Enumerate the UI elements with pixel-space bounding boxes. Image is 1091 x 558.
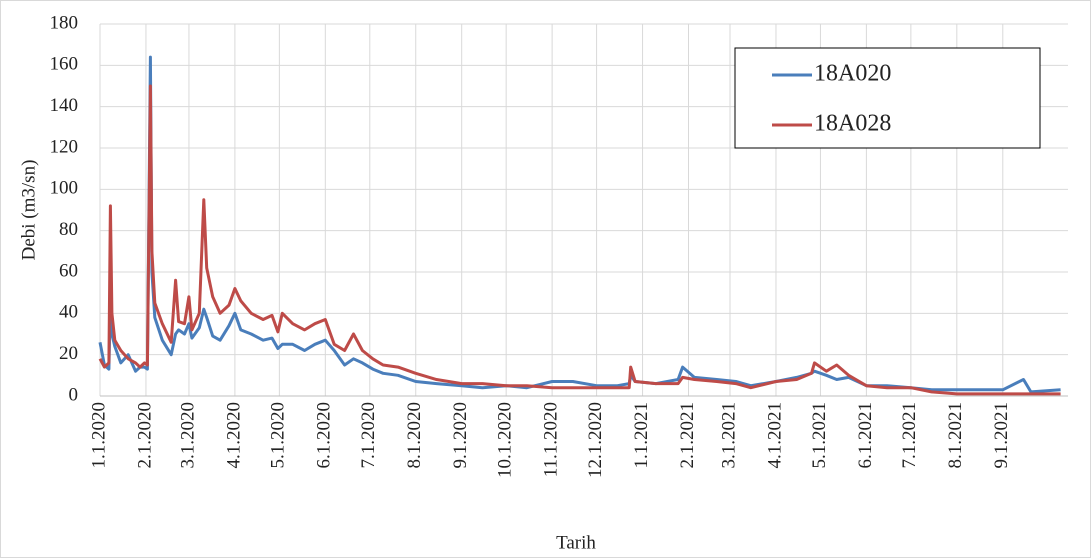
legend-label: 18A028 [814, 111, 891, 137]
x-tick-label: 10.1.2020 [495, 402, 516, 478]
y-tick-label: 140 [50, 95, 79, 116]
x-axis-label: Tarih [556, 532, 596, 553]
legend-box [734, 47, 1041, 149]
x-tick-label: 6.1.2020 [314, 402, 335, 469]
y-tick-label: 20 [59, 343, 78, 364]
y-tick-label: 40 [59, 302, 78, 323]
y-axis-label: Debi (m3/sn) [18, 160, 39, 261]
x-tick-label: 7.1.2021 [899, 402, 920, 469]
x-tick-label: 3.1.2020 [177, 402, 198, 469]
x-tick-label: 1.1.2021 [631, 402, 652, 469]
y-tick-label: 0 [69, 384, 79, 405]
legend-label: 18A020 [814, 61, 891, 87]
x-tick-label: 8.1.2021 [945, 402, 966, 469]
y-tick-label: 120 [50, 136, 79, 157]
x-tick-label: 5.1.2021 [809, 402, 830, 469]
y-tick-label: 160 [50, 54, 79, 75]
x-tick-label: 5.1.2020 [268, 402, 289, 469]
x-tick-label: 11.1.2020 [540, 402, 561, 477]
x-tick-label: 2.1.2020 [134, 402, 155, 469]
x-tick-label: 8.1.2020 [404, 402, 425, 469]
x-tick-label: 6.1.2021 [855, 402, 876, 469]
x-tick-label: 9.1.2021 [991, 402, 1012, 469]
x-tick-label: 3.1.2021 [718, 402, 739, 469]
x-tick-label: 7.1.2020 [358, 402, 379, 469]
y-tick-label: 80 [59, 219, 78, 240]
y-tick-label: 180 [50, 12, 79, 33]
x-tick-label: 9.1.2020 [450, 402, 471, 469]
y-tick-label: 100 [50, 178, 79, 199]
x-tick-label: 1.1.2020 [88, 402, 109, 469]
y-tick-label: 60 [59, 260, 78, 281]
x-tick-label: 2.1.2021 [677, 402, 698, 469]
x-tick-label: 12.1.2020 [585, 402, 606, 478]
series-line [98, 84, 1061, 396]
x-tick-label: 4.1.2021 [764, 402, 785, 469]
x-tick-label: 4.1.2020 [223, 402, 244, 469]
